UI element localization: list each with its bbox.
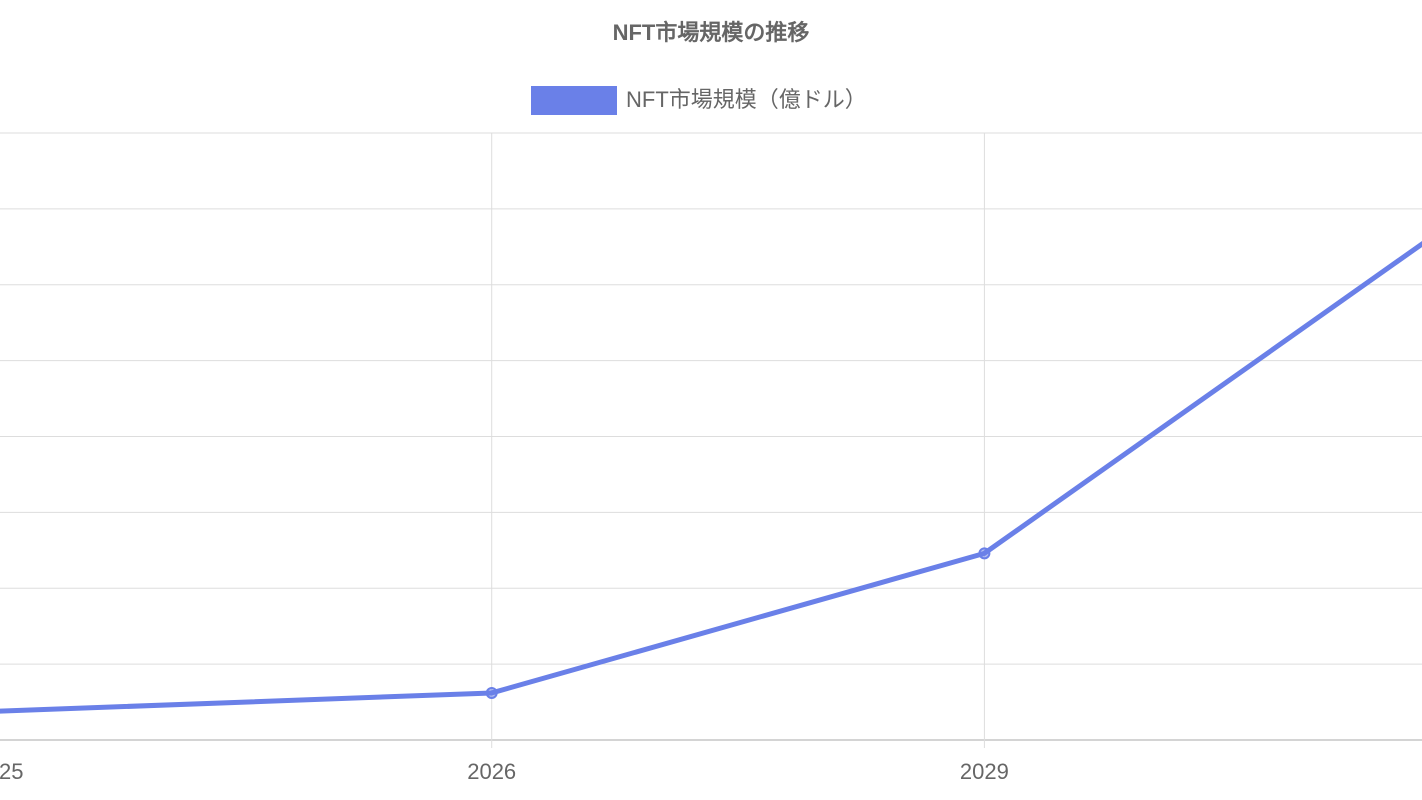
- chart-title: NFT市場規模の推移: [613, 20, 810, 45]
- x-tick-label: 2029: [960, 759, 1009, 784]
- data-point: [978, 547, 991, 560]
- x-tick-label: 2025: [0, 759, 23, 784]
- legend-label: NFT市場規模（億ドル）: [626, 87, 867, 112]
- legend-swatch: [531, 86, 617, 115]
- series-line: [0, 240, 1422, 714]
- data-point: [485, 686, 498, 699]
- x-tick-label: 2026: [467, 759, 516, 784]
